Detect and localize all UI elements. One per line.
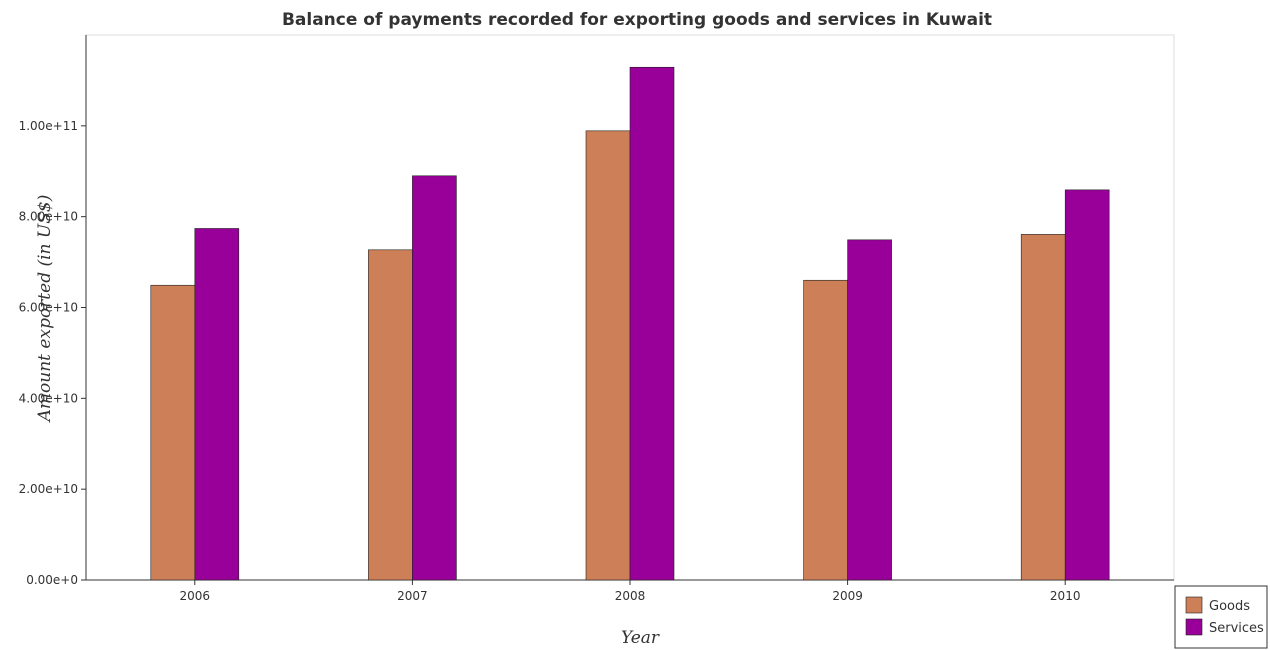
y-tick-label: 8.00e+10 — [19, 210, 78, 224]
x-tick-label: 2009 — [832, 589, 863, 603]
x-tick-label: 2010 — [1050, 589, 1081, 603]
legend-swatch-goods — [1185, 596, 1203, 614]
chart-title: Balance of payments recorded for exporti… — [282, 10, 992, 30]
legend-box — [1174, 585, 1268, 649]
y-axis-label: Amount exported (in US$) — [35, 195, 55, 424]
bar-services — [194, 228, 240, 581]
plot-area: 0.00e+0 2.00e+10 4.00e+10 6.00e+10 8.00e+10 1… — [19, 34, 1175, 603]
x-axis-label: Year — [621, 628, 660, 648]
y-tick-label: 1.00e+11 — [19, 119, 78, 133]
bar-services — [847, 239, 892, 581]
bar-goods — [368, 249, 413, 581]
legend-label-services: Services — [1209, 621, 1264, 636]
bar-services — [412, 175, 457, 581]
bar-goods — [150, 284, 196, 581]
bar-goods — [585, 130, 631, 581]
x-tick-label: 2007 — [397, 589, 428, 603]
y-tick-label: 6.00e+10 — [19, 301, 78, 315]
x-tick-label: 2006 — [180, 589, 211, 603]
bar-services — [629, 66, 675, 581]
bar-services — [1064, 189, 1110, 581]
y-tick-label: 2.00e+10 — [19, 482, 78, 496]
x-tick-label: 2008 — [615, 589, 646, 603]
bar-goods — [803, 279, 848, 581]
legend-label-goods: Goods — [1209, 599, 1250, 614]
bar-goods — [1020, 234, 1066, 581]
legend-swatch-services — [1185, 618, 1203, 636]
y-tick-label: 4.00e+10 — [19, 391, 78, 405]
legend: Goods Services — [1174, 585, 1268, 649]
y-tick-label: 0.00e+0 — [26, 573, 78, 587]
